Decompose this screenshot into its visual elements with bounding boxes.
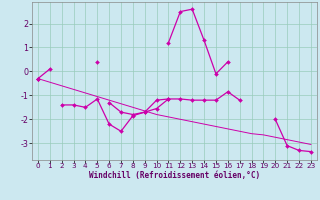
X-axis label: Windchill (Refroidissement éolien,°C): Windchill (Refroidissement éolien,°C) bbox=[89, 171, 260, 180]
